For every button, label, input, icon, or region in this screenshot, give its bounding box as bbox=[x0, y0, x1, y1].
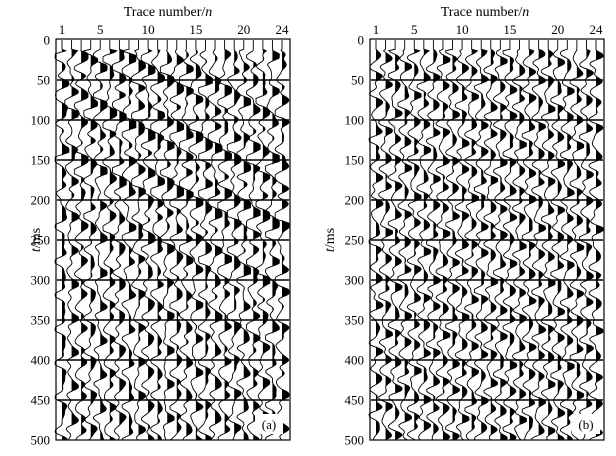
a-x-tick-label: 24 bbox=[276, 22, 290, 37]
panel-b-label: (b) bbox=[578, 417, 593, 432]
panel-b-x-ticks: 1 5 10 15 20 24 bbox=[373, 22, 603, 37]
a-y-tick-label: 450 bbox=[31, 393, 51, 408]
b-y-tick-label: 150 bbox=[345, 153, 365, 168]
a-y-tick-label: 500 bbox=[31, 433, 51, 448]
a-x-tick-label: 15 bbox=[189, 22, 202, 37]
panel-a-label-box bbox=[255, 414, 283, 434]
b-y-tick-label: 250 bbox=[345, 233, 365, 248]
b-x-tick-label: 1 bbox=[373, 22, 380, 37]
panel-a-y-ticks: 0 50 100 150 200 250 300 350 400 450 500 bbox=[31, 33, 51, 448]
b-y-tick-label: 100 bbox=[345, 113, 365, 128]
panel-a-frame bbox=[55, 38, 291, 441]
panel-a: Trace number/n t/ms 1 5 10 15 20 24 050100150… bbox=[29, 5, 291, 448]
b-y-tick-label: 400 bbox=[345, 353, 365, 368]
a-x-tick-label: 10 bbox=[142, 22, 155, 37]
panel-b: Trace number/n t/ms 1 5 10 15 20 24 050100150… bbox=[323, 5, 605, 448]
a-y-tick-label: 400 bbox=[31, 353, 51, 368]
b-y-tick-label: 500 bbox=[345, 433, 365, 448]
b-trace-wiggle bbox=[368, 40, 384, 441]
a-trace-fill bbox=[62, 40, 70, 440]
b-y-tick-label: 0 bbox=[358, 33, 365, 48]
panel-b-label-box bbox=[572, 414, 600, 434]
a-x-tick-label: 1 bbox=[59, 22, 66, 37]
panel-b-xlabel: Trace number/n bbox=[441, 5, 530, 20]
panel-a-label: (a) bbox=[262, 417, 276, 432]
panel-a-xlabel: Trace number/n bbox=[124, 5, 213, 20]
a-trace-fill bbox=[90, 40, 98, 440]
a-y-tick-label: 100 bbox=[31, 113, 51, 128]
a-y-tick-label: 350 bbox=[31, 313, 51, 328]
panel-a-x-ticks: 1 5 10 15 20 24 bbox=[59, 22, 289, 37]
b-y-tick-label: 300 bbox=[345, 273, 365, 288]
b-x-tick-label: 15 bbox=[503, 22, 516, 37]
b-y-tick-label: 450 bbox=[345, 393, 365, 408]
b-x-tick-label: 5 bbox=[411, 22, 418, 37]
panel-a-ylabel: t/ms bbox=[29, 228, 44, 252]
a-y-tick-label: 150 bbox=[31, 153, 51, 168]
panel-b-ylabel: t/ms bbox=[323, 228, 338, 252]
panel-a-grid bbox=[57, 79, 289, 401]
b-x-tick-label: 24 bbox=[590, 22, 604, 37]
b-y-tick-label: 350 bbox=[345, 313, 365, 328]
a-y-tick-label: 300 bbox=[31, 273, 51, 288]
a-x-tick-label: 5 bbox=[97, 22, 104, 37]
b-y-tick-label: 200 bbox=[345, 193, 365, 208]
a-y-tick-label: 50 bbox=[37, 73, 50, 88]
b-x-tick-label: 20 bbox=[551, 22, 564, 37]
b-x-tick-label: 10 bbox=[456, 22, 469, 37]
a-y-tick-label: 250 bbox=[31, 233, 51, 248]
a-y-tick-label: 0 bbox=[44, 33, 51, 48]
a-y-tick-label: 200 bbox=[31, 193, 51, 208]
panel-b-y-ticks: 0 50 100 150 200 250 300 350 400 450 500 bbox=[345, 33, 365, 448]
panel-b-frame bbox=[369, 38, 605, 441]
panel-b-grid bbox=[371, 79, 603, 401]
b-y-tick-label: 50 bbox=[351, 73, 364, 88]
b-trace-fill bbox=[414, 40, 422, 440]
b-trace-fill bbox=[462, 40, 470, 440]
a-x-tick-label: 20 bbox=[237, 22, 250, 37]
